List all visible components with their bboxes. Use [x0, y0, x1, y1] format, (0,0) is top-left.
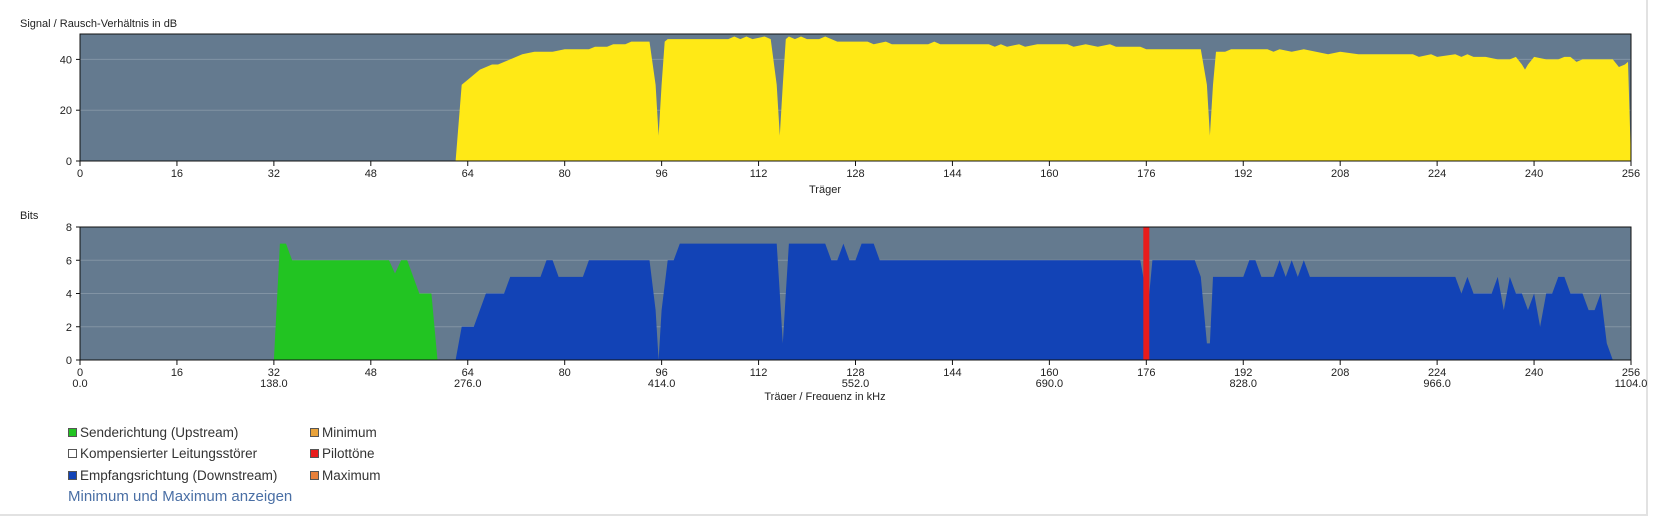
snr-xtick-label: 112	[750, 168, 768, 180]
bits-ytick-label: 6	[66, 255, 72, 267]
snr-xtick-label: 64	[462, 168, 474, 180]
bits-xtick-label: 96	[656, 367, 668, 379]
bits-chart-xlabel: Träger / Frequenz in kHz	[764, 391, 885, 400]
snr-xtick-label: 160	[1040, 168, 1058, 180]
legend-swatch-minimum	[310, 427, 319, 437]
legend-swatch-downstream	[68, 470, 77, 480]
legend-label-minimum: Minimum	[322, 424, 377, 440]
snr-series-snr_fill	[80, 36, 1631, 161]
legend-swatch-compensated	[68, 448, 77, 458]
bits-xtick-label: 48	[365, 367, 377, 379]
snr-xtick-label: 240	[1525, 168, 1543, 180]
bits-xtick-label: 128	[846, 367, 864, 379]
snr-chart: Signal / Rausch-Verhältnis in dB Träger …	[20, 18, 1640, 196]
bits-freq-tick-label: 0.0	[72, 378, 87, 390]
bits-series-downstream	[455, 243, 1613, 360]
legend-swatch-upstream	[68, 427, 77, 437]
snr-ytick-label: 20	[60, 105, 72, 117]
bits-xtick-label: 208	[1331, 367, 1349, 379]
bits-ytick-label: 4	[66, 289, 72, 301]
bits-series-upstream	[273, 243, 438, 360]
snr-xtick-label: 16	[171, 168, 183, 180]
snr-xtick-label: 128	[846, 168, 864, 180]
snr-xtick-label: 192	[1234, 168, 1252, 180]
legend-label-maximum: Maximum	[322, 467, 381, 483]
bits-freq-tick-label: 828.0	[1229, 378, 1257, 390]
snr-chart-ylabel: Signal / Rausch-Verhältnis in dB	[20, 18, 177, 30]
legend-label-compensated: Kompensierter Leitungsstörer	[80, 445, 258, 461]
bits-freq-tick-label: 552.0	[842, 378, 870, 390]
legend-item-compensated: Kompensierter Leitungsstörer	[68, 444, 257, 462]
bits-freq-tick-label: 414.0	[648, 378, 676, 390]
bits-xtick-label: 256	[1622, 367, 1640, 379]
snr-xtick-label: 224	[1428, 168, 1446, 180]
snr-ytick-label: 0	[66, 156, 72, 168]
legend-label-downstream: Empfangsrichtung (Downstream)	[80, 467, 278, 483]
bits-xtick-label: 240	[1525, 367, 1543, 379]
snr-xtick-label: 144	[943, 168, 961, 180]
bits-freq-tick-label: 690.0	[1036, 378, 1064, 390]
snr-chart-xlabel: Träger	[809, 184, 841, 196]
bits-xtick-label: 160	[1040, 367, 1058, 379]
snr-xtick-label: 80	[559, 168, 571, 180]
snr-xtick-label: 176	[1137, 168, 1155, 180]
legend-label-pilot: Pilottöne	[322, 445, 375, 461]
bits-pilot-bar	[1143, 227, 1150, 360]
snr-xtick-label: 48	[365, 168, 377, 180]
bits-xtick-label: 224	[1428, 367, 1446, 379]
bits-freq-tick-label: 138.0	[260, 378, 288, 390]
bits-freq-tick-label: 1104.0	[1615, 378, 1648, 390]
bits-chart-ylabel: Bits	[20, 210, 39, 222]
legend-swatch-maximum	[310, 470, 319, 480]
bits-freq-tick-label: 966.0	[1423, 378, 1451, 390]
snr-ytick-label: 40	[60, 54, 72, 66]
show-min-max-link[interactable]: Minimum und Maximum anzeigen	[68, 488, 293, 505]
legend-item-pilot: Pilottöne	[310, 444, 375, 462]
snr-xtick-label: 256	[1622, 168, 1640, 180]
bits-freq-tick-label: 276.0	[454, 378, 482, 390]
bits-xtick-label: 0	[77, 367, 83, 379]
bits-ytick-label: 0	[66, 355, 72, 367]
legend-item-upstream: Senderichtung (Upstream)	[68, 423, 238, 441]
legend-item-downstream: Empfangsrichtung (Downstream)	[68, 466, 277, 484]
snr-xtick-label: 208	[1331, 168, 1349, 180]
bits-ytick-label: 8	[66, 222, 72, 234]
legend-label-upstream: Senderichtung (Upstream)	[80, 424, 239, 440]
bits-xtick-label: 176	[1137, 367, 1155, 379]
bits-xtick-label: 144	[943, 367, 961, 379]
bits-ytick-label: 2	[66, 322, 72, 334]
snr-xtick-label: 0	[77, 168, 83, 180]
bits-xtick-label: 112	[750, 367, 768, 379]
snr-xtick-label: 96	[656, 168, 668, 180]
bits-xtick-label: 16	[171, 367, 183, 379]
bits-xtick-label: 80	[559, 367, 571, 379]
legend-item-minimum: Minimum	[310, 423, 377, 441]
bits-xtick-label: 192	[1234, 367, 1252, 379]
bits-xtick-label: 32	[268, 367, 280, 379]
legend-swatch-pilot	[310, 448, 319, 458]
legend-item-maximum: Maximum	[310, 466, 381, 484]
bits-xtick-label: 64	[462, 367, 474, 379]
snr-xtick-label: 32	[268, 168, 280, 180]
